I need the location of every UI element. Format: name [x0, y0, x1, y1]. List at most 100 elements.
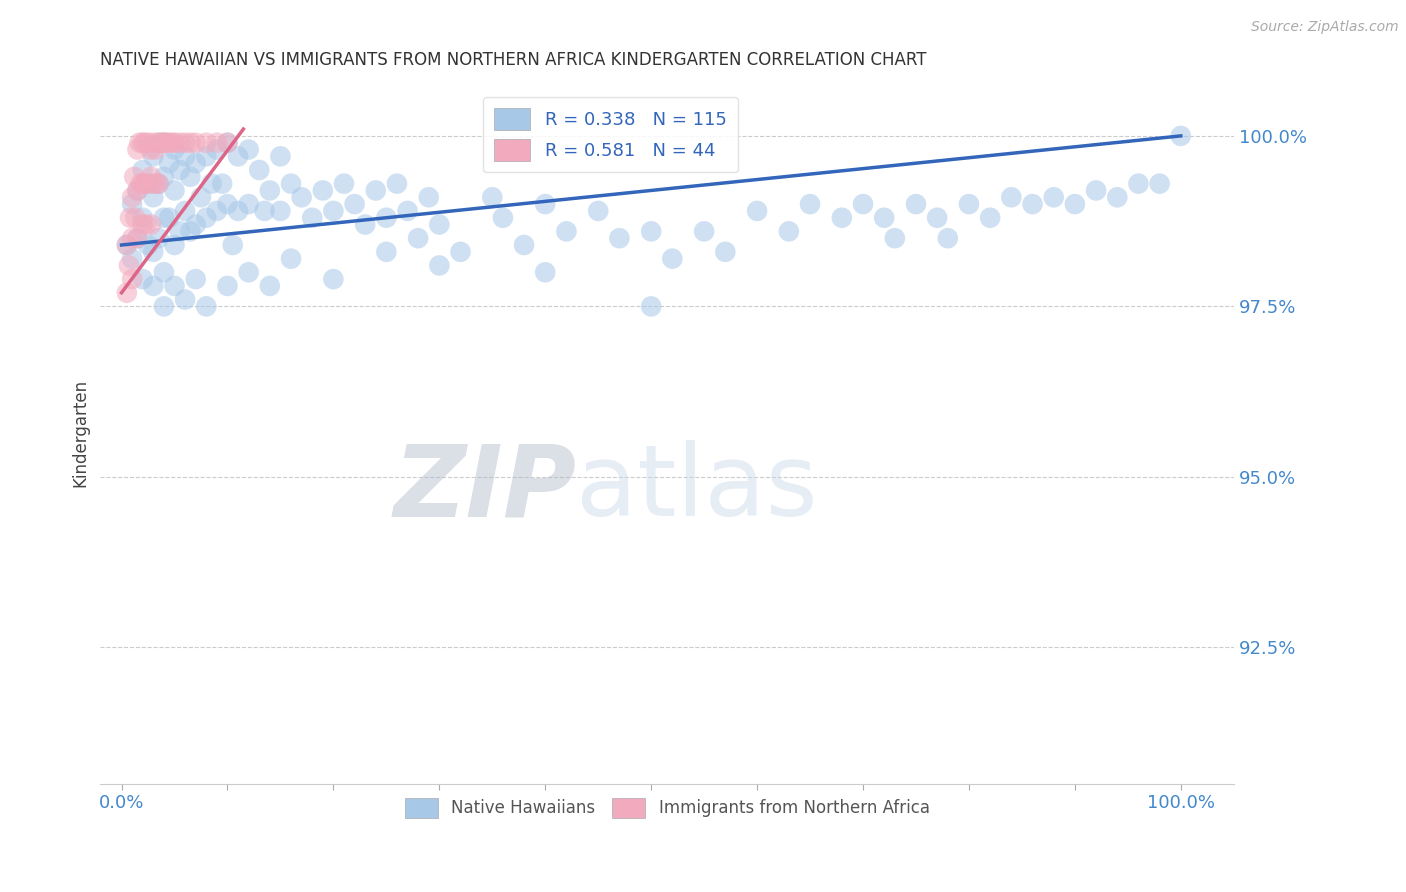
Point: [217, 279, 239, 293]
Point: [132, 177, 155, 191]
Point: [427, 218, 450, 232]
Point: [259, 184, 281, 198]
Point: [132, 163, 155, 178]
Point: [1107, 190, 1129, 204]
Point: [118, 259, 141, 273]
Point: [142, 177, 165, 191]
Point: [169, 224, 191, 238]
Point: [364, 184, 387, 198]
Point: [129, 177, 152, 191]
Point: [127, 143, 149, 157]
Point: [145, 177, 167, 191]
Point: [132, 272, 155, 286]
Point: [418, 190, 440, 204]
Point: [121, 252, 143, 266]
Point: [128, 136, 150, 150]
Point: [778, 224, 800, 238]
Point: [979, 211, 1001, 225]
Point: [174, 293, 197, 307]
Point: [132, 136, 155, 150]
Point: [1042, 190, 1064, 204]
Point: [247, 163, 270, 178]
Point: [534, 265, 557, 279]
Point: [162, 136, 184, 150]
Point: [142, 149, 165, 163]
Point: [169, 136, 191, 150]
Point: [883, 231, 905, 245]
Point: [153, 169, 176, 184]
Point: [269, 203, 291, 218]
Point: [118, 211, 141, 225]
Point: [322, 203, 344, 218]
Legend: Native Hawaiians, Immigrants from Northern Africa: Native Hawaiians, Immigrants from Northe…: [398, 791, 936, 824]
Point: [280, 252, 302, 266]
Point: [136, 177, 159, 191]
Point: [142, 190, 165, 204]
Point: [799, 197, 821, 211]
Point: [127, 231, 149, 245]
Point: [127, 184, 149, 198]
Point: [134, 177, 156, 191]
Point: [134, 136, 156, 150]
Point: [354, 218, 377, 232]
Point: [195, 211, 218, 225]
Point: [132, 211, 155, 225]
Y-axis label: Kindergarten: Kindergarten: [72, 378, 89, 487]
Point: [190, 190, 212, 204]
Point: [163, 279, 186, 293]
Point: [132, 218, 155, 232]
Point: [205, 143, 228, 157]
Point: [238, 143, 260, 157]
Point: [153, 299, 176, 313]
Point: [153, 136, 176, 150]
Point: [163, 184, 186, 198]
Point: [322, 272, 344, 286]
Point: [555, 224, 578, 238]
Point: [195, 136, 218, 150]
Point: [1085, 184, 1108, 198]
Point: [226, 149, 249, 163]
Point: [174, 203, 197, 218]
Point: [427, 259, 450, 273]
Point: [124, 211, 146, 225]
Point: [831, 211, 853, 225]
Point: [179, 169, 201, 184]
Point: [1128, 177, 1150, 191]
Point: [1021, 197, 1043, 211]
Point: [745, 203, 768, 218]
Text: NATIVE HAWAIIAN VS IMMIGRANTS FROM NORTHERN AFRICA KINDERGARTEN CORRELATION CHAR: NATIVE HAWAIIAN VS IMMIGRANTS FROM NORTH…: [100, 51, 927, 69]
Point: [481, 190, 503, 204]
Point: [121, 231, 143, 245]
Point: [1064, 197, 1087, 211]
Point: [927, 211, 949, 225]
Point: [312, 184, 335, 198]
Point: [184, 156, 207, 170]
Point: [184, 218, 207, 232]
Point: [179, 224, 201, 238]
Point: [385, 177, 408, 191]
Point: [179, 136, 201, 150]
Point: [141, 218, 163, 232]
Point: [145, 143, 167, 157]
Text: ZIP: ZIP: [394, 441, 576, 537]
Point: [253, 203, 276, 218]
Point: [205, 203, 228, 218]
Point: [269, 149, 291, 163]
Point: [148, 177, 170, 191]
Point: [184, 272, 207, 286]
Point: [375, 244, 398, 259]
Point: [115, 285, 138, 300]
Point: [586, 203, 609, 218]
Point: [1149, 177, 1171, 191]
Point: [174, 136, 197, 150]
Point: [142, 279, 165, 293]
Point: [136, 177, 159, 191]
Point: [195, 149, 218, 163]
Point: [205, 136, 228, 150]
Point: [142, 244, 165, 259]
Point: [1170, 128, 1192, 143]
Point: [150, 136, 173, 150]
Point: [333, 177, 356, 191]
Point: [640, 299, 662, 313]
Point: [534, 197, 557, 211]
